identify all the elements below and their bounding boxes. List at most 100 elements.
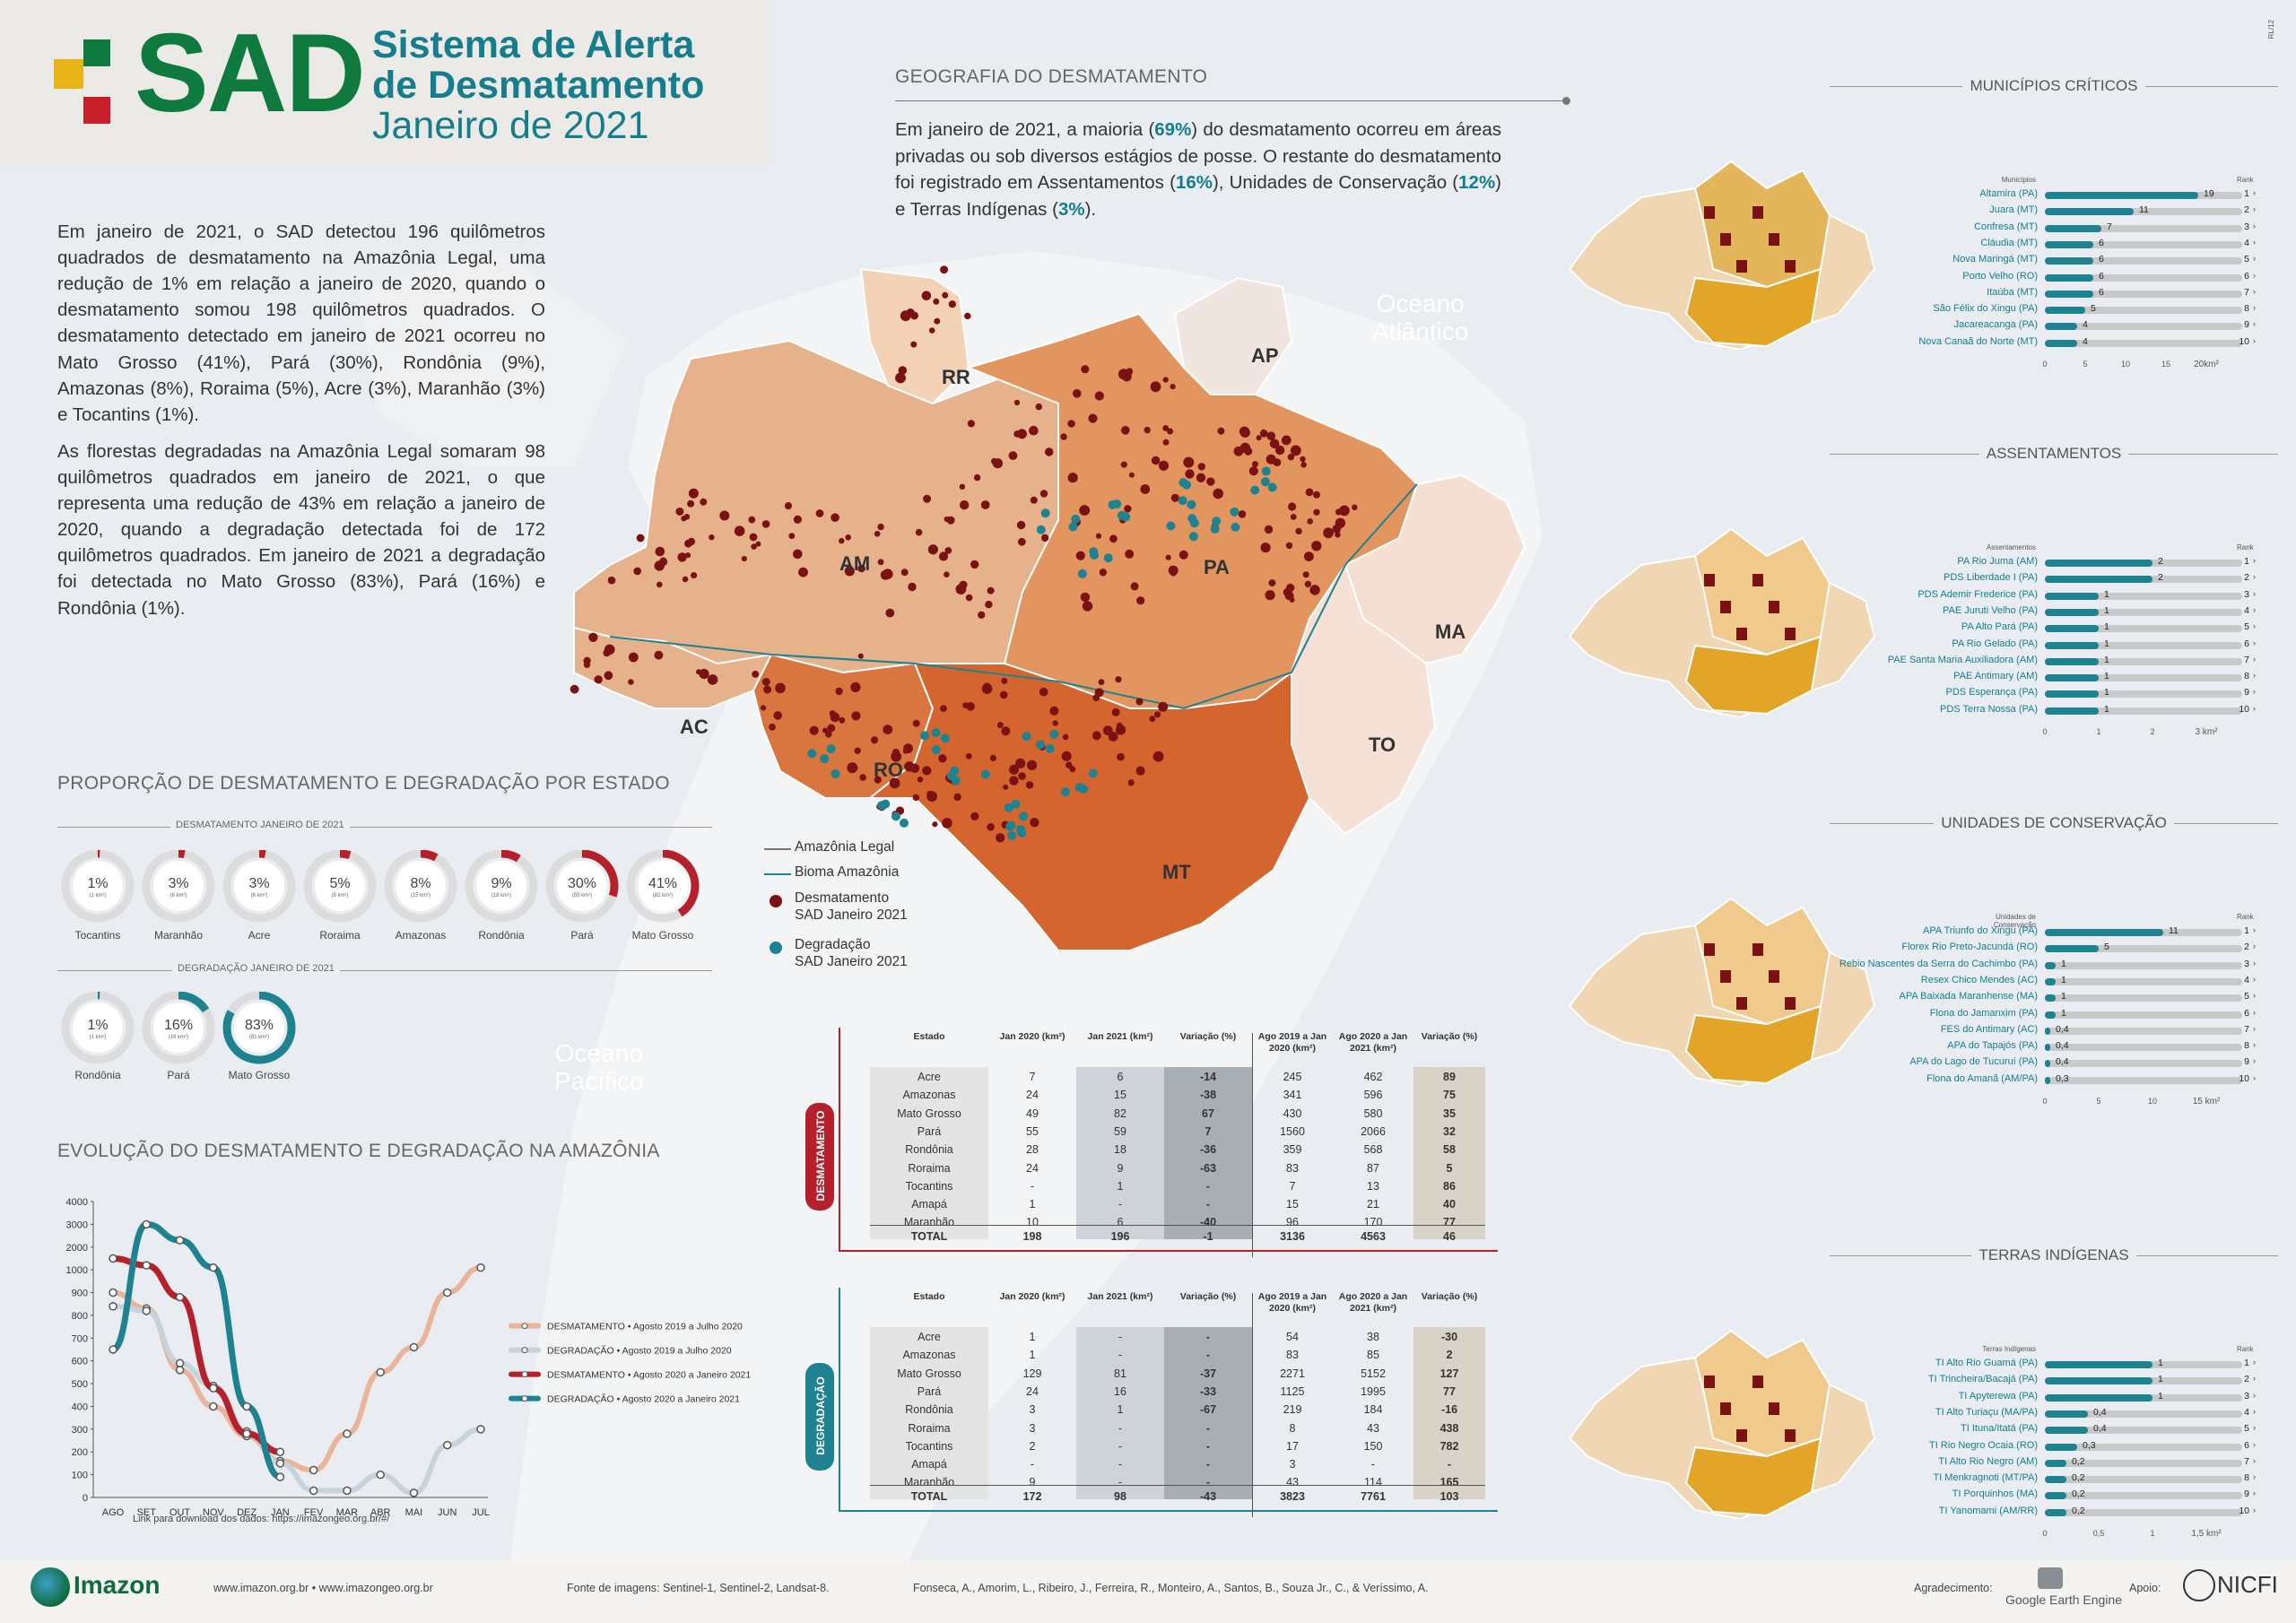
ranking-rank: 5 [2244,1423,2249,1435]
degrad-dot [1117,510,1126,520]
desmat-dot [1323,527,1334,539]
table-cell: Tocantins [905,1439,953,1453]
ranking-track [2045,273,2242,282]
desmat-dot [1035,403,1042,411]
desmat-dot [1158,701,1169,712]
ranking-value: 0,4 [2093,1406,2107,1418]
desmat-dot [761,678,770,686]
ranking-axis-tick: 10 [2120,360,2130,369]
desmat-dot [655,546,665,557]
series-point [109,1345,117,1354]
x-tick-label: MAR [336,1507,359,1518]
ranking-rank: 9 [2244,687,2249,699]
desmat-dot [675,508,684,516]
ranking-value: 5 [2091,303,2096,315]
desmat-donut: 3% (6 km²) [222,850,296,923]
degrad-dot [900,818,909,828]
desmat-donut: 1% (1 km²) [61,850,135,923]
table-cell: 54 [1286,1331,1299,1343]
ranking-item-name: PA Rio Gelado (PA) [1952,638,2038,649]
ranking-bar [2045,1377,2152,1385]
desmat-dot [1013,430,1021,438]
desmat-dot [700,498,708,506]
desmat-dot [1304,551,1314,561]
download-link[interactable]: Link para download dos dados: https://im… [133,1514,390,1524]
degrad-dot [1071,514,1081,524]
ranking-item-name: Nova Canaã do Norte (MT) [1918,335,2038,347]
table-tag-text: DEGRADAÇÃO [814,1376,827,1455]
series-line [110,1264,483,1473]
ranking-rank: 9 [2244,319,2249,331]
ranking-item-name: TI Trincheira/Bacajá (PA) [1927,1374,2038,1385]
desmat-dot [775,682,786,694]
ranking-value: 0,2 [2072,1455,2085,1467]
desmat-pct: 9% [491,876,511,891]
footer-sites[interactable]: www.imazon.org.br • www.imazongeo.org.br [213,1582,433,1594]
degrad-dot [951,776,961,785]
total-rule [870,1225,1485,1226]
desmat-dot [1288,502,1297,511]
ranking-bar [2045,257,2093,265]
desmat-dot [877,559,884,566]
degrad-dot [1261,466,1271,476]
desmat-dot [960,500,970,510]
chevron-right-icon: › [2253,1488,2256,1498]
state-to [1291,562,1437,836]
ranking-axis-tick: 5 [2083,360,2088,369]
ranking-rank: 1 [2244,925,2249,936]
table-cell: 10 [1026,1216,1039,1229]
table-cell: - [1118,1349,1123,1362]
ranking-item-name: APA Triunfo do Xingu (PA) [1923,925,2038,936]
table-cell: -67 [1199,1403,1217,1417]
ranking-value: 11 [2169,925,2179,936]
desmat-dot [1339,505,1350,516]
series-point [209,1402,218,1411]
desmat-km: (15 km²) [411,893,430,898]
ranking-axis-tick: 1,5 km² [2191,1529,2222,1539]
ranking-value: 0,3 [2056,1072,2069,1084]
series-point [175,1292,185,1302]
desmat-dot [707,674,718,685]
ranking-axis-tick: 0 [2042,360,2048,369]
table-cell: 9 [1029,1476,1036,1489]
ranking-bar [2045,1427,2088,1435]
ranking-axis-tick: 0 [2042,1097,2048,1106]
ranking-value: 6 [2099,254,2104,265]
degrad-dot [1079,784,1089,794]
ranking-value: 1 [2104,703,2109,715]
table-side-rule [839,1028,840,1250]
desmat-dot [1001,677,1008,684]
desmat-dot [798,567,808,577]
table-cell: 7 [1029,1071,1036,1083]
table-cell: - [1205,1179,1211,1193]
chevron-right-icon: › [2253,687,2256,697]
table-cell: 49 [1026,1107,1039,1120]
desmat-dot [1030,496,1038,504]
series-line [109,1254,283,1455]
series-point [109,1288,117,1298]
table-cell: - [1370,1458,1376,1471]
ranking-item-name: Confresa (MT) [1974,221,2038,232]
table-cell: 462 [1363,1071,1383,1083]
ranking-value: 1 [2061,974,2066,985]
ranking-rank: 8 [2244,1472,2249,1484]
ranking-value: 5 [2104,942,2109,953]
ranking-value: 1 [2104,687,2109,699]
degrad-dot [1019,812,1029,821]
desmat-dot [944,571,950,577]
ranking-track [2045,1492,2242,1500]
table-cell: 96 [1286,1216,1299,1229]
y-tick-label: 4000 [66,1197,88,1208]
desmat-pct: 5% [329,876,350,891]
ranking-item-name: Cláudia (MT) [1980,237,2038,248]
desmat-dot [1117,752,1125,761]
y-tick-label: 3000 [66,1219,88,1230]
degrad-dot [1011,799,1021,809]
table-cell: - [1205,1198,1211,1211]
ranking-item-name: Nova Maringá (MT) [1952,254,2038,265]
geografia-text: Em janeiro de 2021, a maioria (69%) do d… [895,119,1501,221]
col-shade [1413,1067,1485,1239]
ranking-heading: TERRAS INDÍGENAS [1910,1246,2197,1264]
ranking-item-name: APA Baixada Maranhense (MA) [1899,991,2038,1002]
desmat-dot [1273,458,1282,466]
